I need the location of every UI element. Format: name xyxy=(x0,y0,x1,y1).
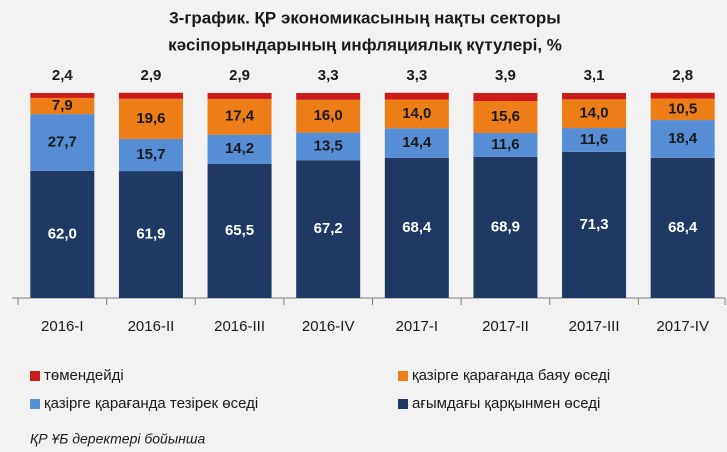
legend-swatch xyxy=(30,399,40,409)
bar-segment xyxy=(650,98,715,121)
data-label: 10,5 xyxy=(668,100,697,117)
data-label: 68,4 xyxy=(402,219,432,236)
x-tick-label: 2016-II xyxy=(128,318,175,335)
x-tick-label: 2016-I xyxy=(41,318,84,335)
data-label: 68,4 xyxy=(668,219,698,236)
bar-segment xyxy=(30,170,95,298)
bar-segment xyxy=(562,151,627,298)
bar-segment xyxy=(118,92,183,99)
data-label: 15,6 xyxy=(491,108,520,125)
data-label: 2,9 xyxy=(229,67,250,84)
legend-label: қазірге қарағанда баяу өседі xyxy=(412,367,610,384)
data-label: 11,6 xyxy=(491,136,519,153)
data-label: 3,3 xyxy=(406,67,427,84)
source-note: ҚР ҰБ деректері бойынша xyxy=(30,431,205,447)
bar-segment xyxy=(473,93,538,101)
bar-segment xyxy=(562,93,627,100)
data-label: 13,5 xyxy=(314,137,343,154)
bar-segment xyxy=(650,92,715,99)
bar-segment xyxy=(118,98,183,139)
bar-segment xyxy=(118,138,183,172)
data-label: 2,9 xyxy=(141,67,162,84)
data-label: 61,9 xyxy=(136,226,165,243)
bar-segment xyxy=(296,132,361,161)
data-label: 67,2 xyxy=(314,220,343,237)
data-label: 17,4 xyxy=(225,108,255,125)
bar-segment xyxy=(384,157,449,298)
bar-segment xyxy=(296,99,361,133)
bar-segment xyxy=(207,134,272,164)
data-label: 2,4 xyxy=(52,67,74,84)
data-label: 18,4 xyxy=(668,130,698,147)
bar-segment xyxy=(384,128,449,158)
bar-segment xyxy=(207,163,272,298)
data-label: 3,1 xyxy=(584,67,605,84)
data-label: 3,3 xyxy=(318,67,339,84)
chart-title: 3-график. ҚР экономикасының нақты сектор… xyxy=(169,8,561,27)
chart-title: кәсіпорындарының инфляциялық күтулері, % xyxy=(168,35,562,54)
legend-swatch xyxy=(398,399,408,409)
bar-segment xyxy=(473,156,538,298)
bar-segment xyxy=(30,97,95,115)
bar-segment xyxy=(30,93,95,98)
data-label: 19,6 xyxy=(136,110,165,127)
bar-segment xyxy=(562,99,627,129)
x-tick-label: 2016-III xyxy=(214,318,265,335)
x-tick-label: 2016-IV xyxy=(302,318,355,335)
data-label: 3,9 xyxy=(495,67,516,84)
data-label: 14,0 xyxy=(402,105,431,122)
x-tick-label: 2017-IV xyxy=(656,318,709,335)
data-label: 65,5 xyxy=(225,222,254,239)
x-tick-label: 2017-I xyxy=(396,318,439,335)
bar-segment xyxy=(207,93,272,99)
data-label: 14,4 xyxy=(402,134,432,151)
bar-segment xyxy=(562,128,627,152)
data-label: 7,9 xyxy=(52,97,73,114)
data-label: 14,2 xyxy=(225,140,254,157)
bar-segment xyxy=(473,132,538,157)
bar-segment xyxy=(296,160,361,298)
legend-swatch xyxy=(30,371,40,381)
bar-segment xyxy=(207,98,272,135)
data-label: 14,0 xyxy=(579,105,608,122)
data-label: 27,7 xyxy=(48,133,77,150)
bar-segment xyxy=(296,93,361,100)
data-label: 71,3 xyxy=(579,216,608,233)
legend-label: ағымдағы қарқынмен өседі xyxy=(412,395,600,412)
legend-swatch xyxy=(398,371,408,381)
bar-segment xyxy=(384,92,449,100)
legend-label: төмендейді xyxy=(44,367,124,384)
legend-label: қазірге қарағанда тезірек өседі xyxy=(44,395,258,412)
bar-segment xyxy=(30,114,95,171)
bar-segment xyxy=(384,99,449,129)
data-label: 62,0 xyxy=(48,225,77,242)
data-label: 68,9 xyxy=(491,218,520,235)
data-label: 2,8 xyxy=(672,67,693,84)
bar-segment xyxy=(118,171,183,298)
data-label: 11,6 xyxy=(580,131,608,148)
data-label: 15,7 xyxy=(136,146,165,163)
bar-segment xyxy=(650,120,715,158)
x-tick-label: 2017-II xyxy=(482,318,529,335)
bar-segment xyxy=(473,100,538,133)
data-label: 16,0 xyxy=(314,107,343,124)
bar-segment xyxy=(650,157,715,298)
x-tick-label: 2017-III xyxy=(569,318,620,335)
